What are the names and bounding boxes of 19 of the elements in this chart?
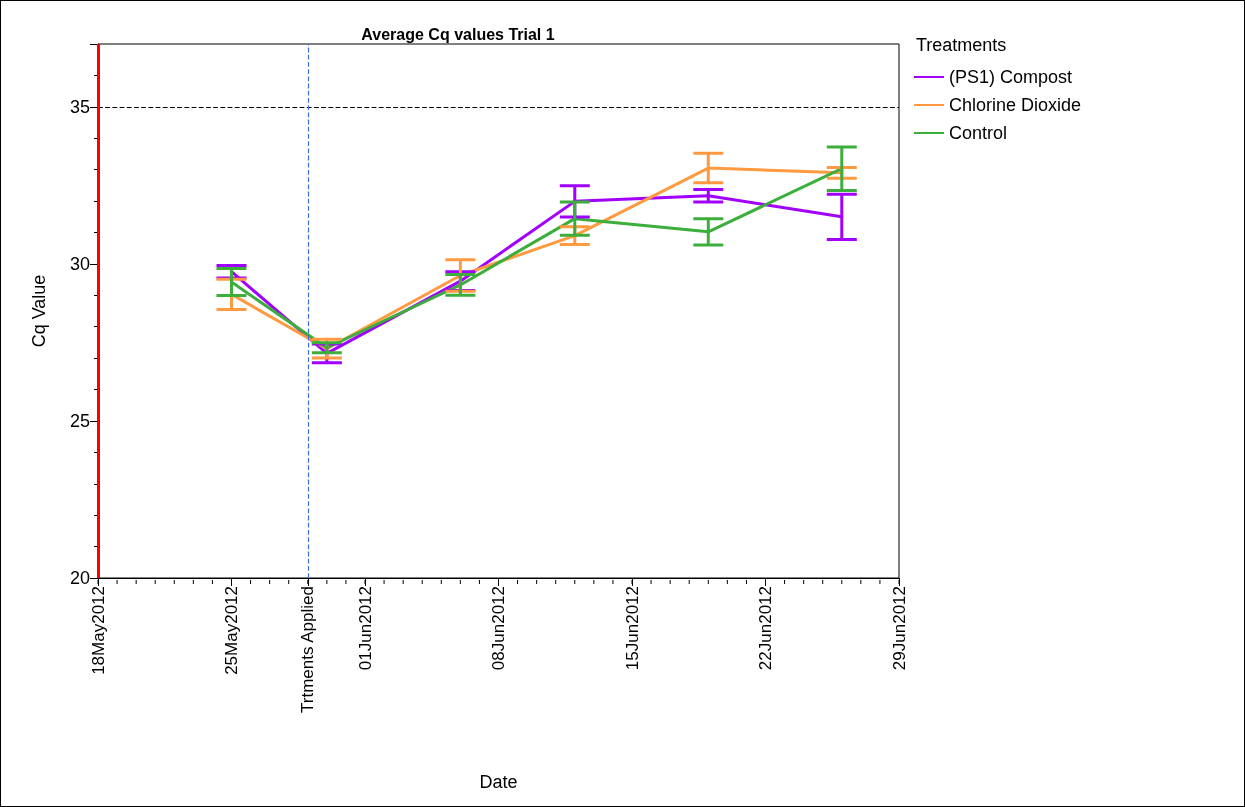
x-tick-label: 25May2012	[222, 586, 241, 675]
x-axis-title: Date	[479, 772, 518, 792]
y-tick-label: 30	[69, 253, 90, 274]
x-tick-label: 29Jun2012	[889, 586, 909, 671]
y-tick-label: 25	[69, 410, 90, 431]
chart-title: Average Cq values Trial 1	[361, 25, 555, 43]
x-tick-label: Trtments Applied	[298, 586, 318, 713]
y-tick-label: 20	[69, 568, 90, 588]
legend-title: Treatments	[916, 35, 1007, 55]
x-tick-label: 22Jun2012	[756, 586, 775, 671]
legend-label: Chlorine Dioxide	[949, 95, 1082, 115]
legend-label: Control	[949, 123, 1008, 143]
y-tick-label: 35	[69, 96, 90, 117]
x-tick-label: 18May2012	[88, 586, 108, 675]
x-tick-label: 08Jun2012	[489, 586, 508, 671]
x-tick-label: 01Jun2012	[355, 586, 375, 671]
legend-label: (PS1) Compost	[949, 67, 1073, 87]
y-axis-title: Cq Value	[29, 274, 49, 348]
x-tick-label: 15Jun2012	[622, 586, 642, 671]
